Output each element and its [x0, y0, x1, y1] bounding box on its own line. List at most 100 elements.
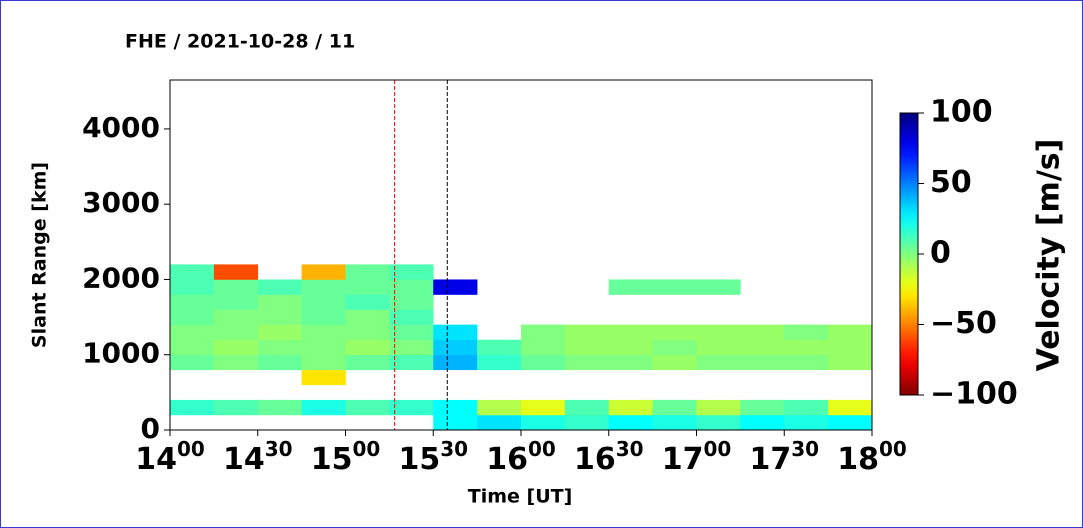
cell	[257, 279, 302, 295]
x-tick-minute: 00	[352, 437, 380, 461]
cell	[301, 279, 346, 295]
y-tick-label: 3000	[82, 186, 160, 219]
cell	[213, 294, 259, 310]
cell	[257, 339, 302, 356]
cell	[828, 354, 873, 371]
cell	[170, 324, 215, 340]
cell	[301, 354, 346, 371]
cell	[301, 369, 346, 386]
colorbar	[899, 112, 919, 396]
cell	[213, 309, 259, 325]
cell	[257, 399, 302, 416]
colorbar-tick-label: 50	[930, 165, 972, 200]
cell	[564, 354, 610, 371]
cell	[652, 414, 697, 431]
cell	[389, 399, 434, 416]
colorbar-label: Velocity [m/s]	[1032, 139, 1067, 372]
x-tick-label: 1530	[398, 437, 468, 477]
y-tick-label: 4000	[82, 111, 160, 144]
cell	[740, 414, 785, 431]
cell	[608, 324, 653, 340]
cell	[345, 324, 390, 340]
x-tick-hour: 14	[223, 442, 265, 477]
cell	[828, 339, 873, 356]
x-tick-label: 1800	[837, 437, 907, 477]
cell	[521, 324, 566, 340]
y-tick-label: 0	[141, 412, 160, 445]
colorbar-tick-label: −100	[930, 377, 1018, 412]
cell	[345, 264, 390, 280]
x-tick-hour: 17	[749, 442, 791, 477]
x-tick-hour: 15	[311, 442, 353, 477]
cell	[170, 339, 215, 356]
x-axis-label: Time [UT]	[468, 486, 573, 508]
cell	[477, 414, 522, 431]
colorbar-tick-label: 100	[930, 95, 993, 130]
cell	[389, 324, 434, 340]
cell	[433, 279, 478, 295]
cell	[170, 264, 215, 280]
x-tick-minute: 30	[791, 437, 819, 461]
cell	[652, 339, 697, 356]
x-tick-minute: 00	[177, 437, 205, 461]
cell	[521, 354, 566, 371]
cell	[301, 324, 346, 340]
x-tick-label: 1600	[486, 437, 556, 477]
x-tick-hour: 18	[837, 442, 879, 477]
cell	[389, 339, 434, 356]
cell	[389, 264, 434, 280]
chart-title: FHE / 2021-10-28 / 11	[125, 31, 355, 53]
cell	[389, 279, 434, 295]
cell	[784, 399, 829, 416]
cell	[301, 309, 346, 325]
cell	[740, 339, 785, 356]
cell	[477, 339, 522, 356]
cell	[740, 324, 785, 340]
cell	[477, 354, 522, 371]
x-tick-hour: 16	[574, 442, 616, 477]
x-tick-label: 1700	[662, 437, 732, 477]
x-tick-hour: 16	[486, 442, 528, 477]
cell	[257, 354, 302, 371]
x-tick-hour: 15	[398, 442, 440, 477]
cell	[213, 399, 259, 416]
cell	[301, 294, 346, 310]
cell	[784, 414, 829, 431]
cell	[257, 324, 302, 340]
x-tick-label: 1730	[749, 437, 819, 477]
cell	[696, 354, 741, 371]
x-tick-minute: 30	[265, 437, 293, 461]
cell	[301, 339, 346, 356]
cell	[389, 354, 434, 371]
cell	[696, 324, 741, 340]
cell	[345, 279, 390, 295]
cell	[257, 294, 302, 310]
cell	[345, 339, 390, 356]
cell	[389, 294, 434, 310]
colorbar-tick-label: −50	[930, 306, 997, 341]
cell	[652, 399, 697, 416]
cell	[784, 324, 829, 340]
cell	[170, 294, 215, 310]
cell	[740, 354, 785, 371]
cell	[521, 399, 566, 416]
cell	[652, 324, 697, 340]
cell	[652, 354, 697, 371]
x-tick-label: 1400	[135, 437, 205, 477]
cell	[564, 324, 610, 340]
cell	[213, 279, 259, 295]
cell	[345, 294, 390, 310]
y-axis-label: Slant Range [km]	[29, 162, 51, 348]
x-tick-hour: 14	[135, 442, 177, 477]
cell	[345, 354, 390, 371]
cell	[433, 324, 478, 340]
cell	[213, 264, 259, 280]
cell	[696, 414, 741, 431]
colorbar-tick-label: 0	[930, 236, 951, 271]
cell	[170, 354, 215, 371]
x-tick-label: 1630	[574, 437, 644, 477]
cell	[477, 399, 522, 416]
cell	[564, 399, 610, 416]
